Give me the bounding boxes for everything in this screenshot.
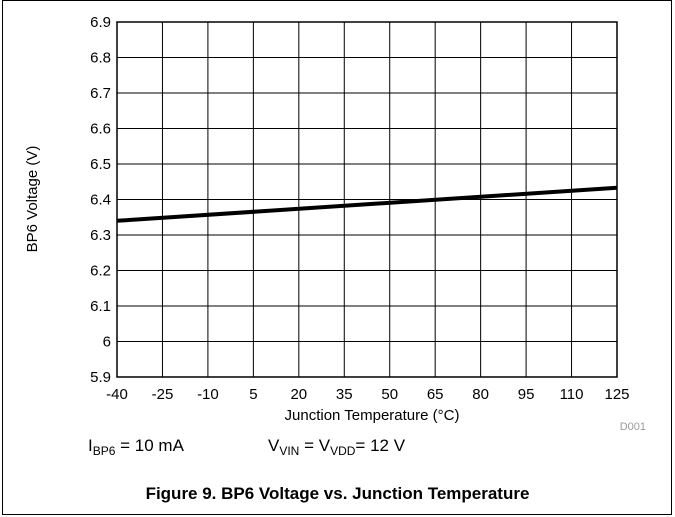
voltage-subscript-vdd: VDD	[330, 444, 356, 458]
x-tick-label: 50	[381, 386, 398, 403]
x-tick-label: -25	[152, 386, 174, 403]
current-symbol: I	[88, 436, 93, 455]
y-tick-label: 6.8	[90, 50, 111, 67]
voltage-subscript-vin: VIN	[279, 444, 300, 458]
y-tick-label: 6.2	[90, 263, 111, 280]
plot-area-border	[116, 21, 618, 378]
x-tick-label: 20	[290, 386, 307, 403]
series	[116, 185, 618, 223]
x-tick-labels: -40 -25 -10 5 20 35 50 65 80 95 110 125	[106, 386, 629, 403]
y-tick-label: 6.7	[90, 85, 111, 102]
x-axis-label: Junction Temperature (°C)	[285, 407, 460, 424]
x-tick-label: 80	[472, 386, 489, 403]
y-tick-label: 6.5	[90, 156, 111, 173]
y-tick-labels: 6.9 6.8 6.7 6.6 6.5 6.4 6.3 6.2 6.1 6 5.9	[90, 14, 111, 386]
voltage-value: = 12 V	[355, 436, 406, 455]
x-tick-label: 110	[560, 386, 584, 403]
current-value: = 10 mA	[115, 436, 184, 455]
y-tick-label: 6.1	[90, 298, 111, 315]
y-axis-label: BP6 Voltage (V)	[24, 146, 41, 253]
current-subscript: BP6	[92, 444, 116, 458]
y-tick-label: 5.9	[90, 369, 111, 386]
x-tick-label: 35	[336, 386, 353, 403]
y-tick-label: 6	[103, 334, 111, 351]
condition-current: IBP6 = 10 mA	[88, 436, 184, 458]
figure-caption: Figure 9. BP6 Voltage vs. Junction Tempe…	[145, 484, 530, 503]
x-tick-label: 65	[427, 386, 444, 403]
frame-top-border	[2, 0, 672, 1]
x-tick-label: -10	[197, 386, 219, 403]
grid	[116, 21, 618, 378]
chart: 6.9 6.8 6.7 6.6 6.5 6.4 6.3 6.2 6.1 6 5.9 -40 -25 -1…	[24, 14, 646, 430]
y-tick-label: 6.6	[90, 121, 111, 138]
y-tick-label: 6.3	[90, 227, 111, 244]
y-tick-label: 6.9	[90, 14, 111, 31]
x-tick-label: 5	[249, 386, 257, 403]
series-line	[116, 185, 618, 223]
x-tick-label: -40	[106, 386, 128, 403]
y-tick-label: 6.4	[90, 192, 111, 209]
watermark-label: D001	[620, 421, 646, 430]
voltage-equals: = V	[299, 436, 331, 455]
x-tick-label: 95	[518, 386, 535, 403]
voltage-symbol: V	[268, 436, 280, 455]
x-tick-label: 125	[604, 386, 629, 403]
condition-voltage: VVIN = VVDD= 12 V	[268, 436, 405, 458]
